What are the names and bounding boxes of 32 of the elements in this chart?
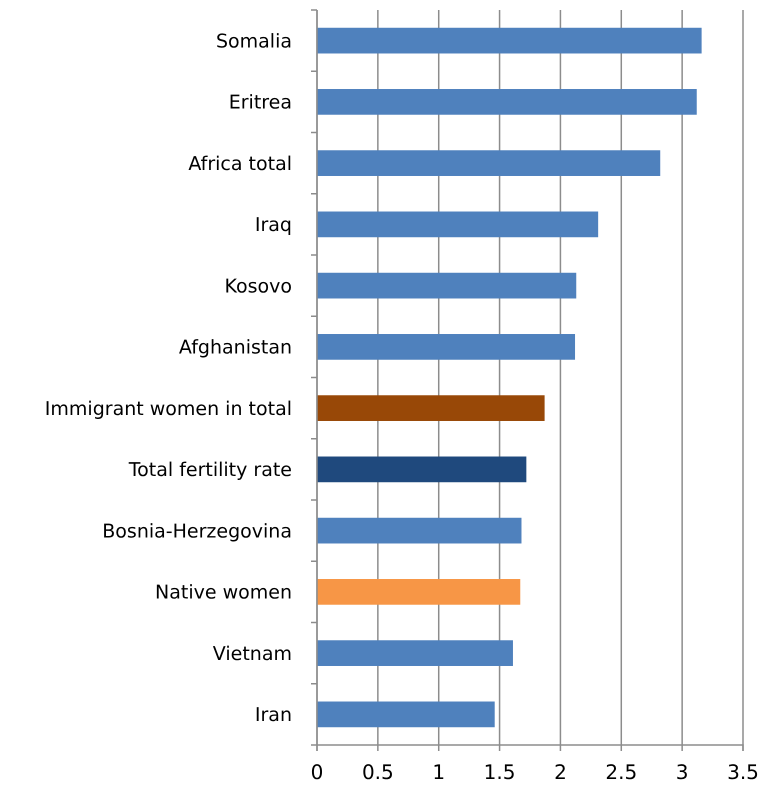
- y-tick-label: Total fertility rate: [128, 459, 292, 482]
- y-tick-label: Native women: [155, 582, 292, 604]
- y-tick-label: Iran: [254, 704, 292, 726]
- bar: [317, 518, 522, 544]
- bar: [317, 28, 702, 54]
- x-tick-label: 2.5: [605, 760, 638, 784]
- x-tick-label: 1.5: [484, 760, 516, 784]
- x-tick-label: 1: [432, 760, 446, 784]
- x-tick-label: 2: [554, 760, 567, 784]
- x-tick-label: 3.5: [727, 760, 759, 784]
- bar: [317, 456, 526, 482]
- bar: [317, 334, 576, 360]
- y-tick-label: Immigrant women in total: [44, 398, 292, 420]
- bar: [317, 212, 598, 238]
- bar: [317, 150, 660, 176]
- y-tick-label: Somalia: [216, 30, 292, 52]
- x-tick-label: 0: [310, 760, 324, 784]
- bar: [317, 272, 576, 298]
- x-tick-label: 3: [676, 760, 689, 784]
- y-tick-label: Vietnam: [212, 642, 292, 665]
- y-tick-label: Africa total: [188, 152, 292, 175]
- y-tick-label: Bosnia-Herzegovina: [102, 520, 292, 542]
- y-tick-label: Kosovo: [224, 275, 292, 298]
- y-tick-label: Eritrea: [228, 92, 292, 114]
- bar: [317, 702, 495, 728]
- bar: [317, 89, 697, 115]
- x-tick-label: 0.5: [362, 760, 394, 784]
- y-tick-label: Iraq: [254, 214, 292, 236]
- y-tick-label: Afghanistan: [178, 336, 292, 359]
- bar: [317, 395, 545, 421]
- bar: [317, 640, 513, 666]
- bar: [317, 579, 520, 605]
